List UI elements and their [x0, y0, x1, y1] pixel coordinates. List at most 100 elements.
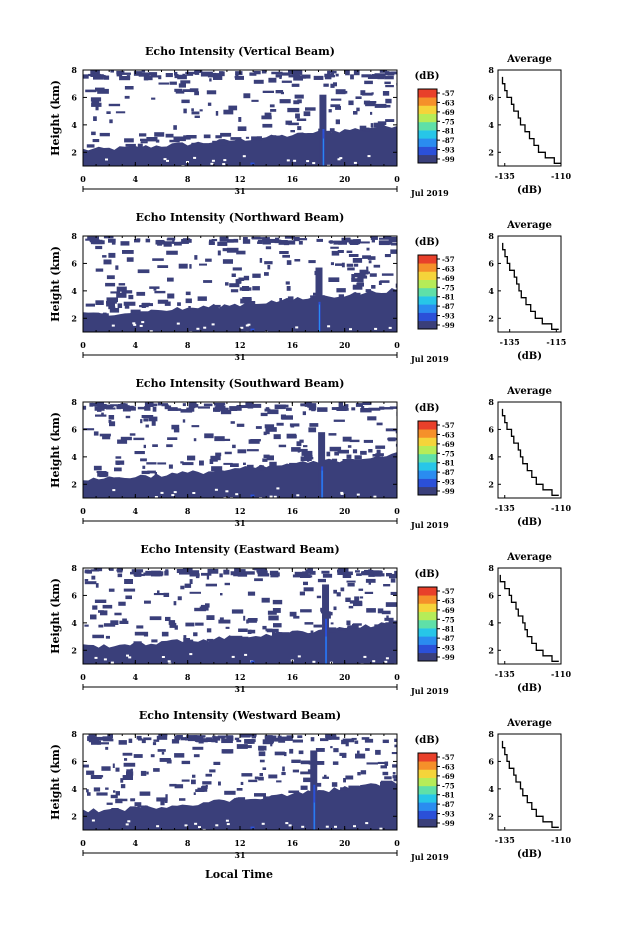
echo-cell	[91, 740, 101, 745]
echo-cell	[91, 575, 96, 580]
y-tick-label: 2	[71, 479, 77, 489]
echo-cell	[150, 754, 155, 758]
echo-cell	[166, 250, 178, 255]
x-tick-label: 12	[234, 174, 245, 184]
echo-cell	[128, 294, 134, 300]
echo-cell	[325, 734, 337, 738]
gap-cell	[312, 162, 316, 165]
echo-cell	[199, 109, 203, 112]
colorbar-segment	[418, 429, 437, 438]
echo-cell	[166, 444, 173, 448]
echo-cell	[182, 238, 191, 243]
echo-cell	[130, 571, 142, 575]
colorbar-label: -99	[442, 487, 455, 496]
gap-cell	[202, 828, 206, 830]
echo-cell	[200, 604, 208, 608]
echo-cell	[133, 641, 142, 644]
echo-cell	[140, 419, 143, 424]
echo-cell	[308, 260, 316, 264]
echo-cell	[125, 595, 132, 600]
echo-cell	[126, 75, 131, 80]
echo-cell	[356, 107, 360, 112]
echo-cell	[115, 460, 125, 465]
echo-cell	[213, 761, 221, 765]
echo-cell	[262, 625, 267, 630]
colorbar-segment	[418, 320, 437, 330]
gap-cell	[111, 324, 115, 327]
echo-cell	[110, 291, 121, 294]
echo-cell	[267, 409, 279, 415]
echo-cell	[214, 402, 226, 406]
echo-cell	[106, 407, 116, 410]
echo-cell	[236, 636, 249, 640]
echo-cell	[272, 631, 276, 637]
echo-cell	[106, 301, 117, 304]
gap-cell	[367, 155, 371, 158]
average-x-tick-label: -135	[495, 171, 515, 181]
echo-cell	[174, 71, 178, 76]
colorbar-segment	[418, 437, 437, 446]
x-tick-label: 8	[185, 506, 191, 516]
echo-cell	[203, 134, 211, 139]
echo-cell	[180, 737, 189, 741]
colorbar-label: -63	[442, 762, 455, 771]
y-tick-label: 8	[71, 729, 77, 739]
x-tick-label: 20	[339, 838, 351, 848]
echo-cell	[254, 793, 266, 797]
echo-cell	[93, 787, 101, 792]
echo-cell	[300, 456, 312, 461]
colorbar-segment	[418, 777, 437, 787]
echo-cell	[186, 135, 197, 139]
echo-cell	[95, 583, 99, 588]
colorbar-segment	[418, 478, 437, 488]
colorbar-segment	[418, 287, 437, 297]
echo-cell	[223, 750, 232, 754]
echo-cell	[218, 735, 225, 739]
echo-cell	[253, 70, 261, 75]
echo-cell	[286, 735, 294, 738]
echo-cell	[270, 135, 277, 138]
echo-cell	[293, 100, 300, 105]
echo-cell	[262, 239, 271, 245]
gap-cell	[128, 656, 132, 659]
echo-cell	[333, 82, 337, 87]
echo-cell	[361, 405, 365, 411]
echo-cell	[114, 467, 122, 472]
echo-cell	[109, 119, 113, 124]
x-tick-label: 8	[185, 838, 191, 848]
echo-cell	[174, 784, 184, 789]
echo-cell	[237, 797, 246, 802]
gap-cell	[235, 493, 239, 496]
echo-cell	[303, 111, 311, 117]
colorbar-segment	[418, 279, 437, 289]
average-profile-line	[499, 574, 559, 662]
echo-cell	[218, 781, 221, 786]
echo-cell	[338, 402, 344, 406]
echo-cell	[92, 605, 98, 610]
echo-cell	[330, 104, 341, 108]
echo-cell	[321, 570, 330, 574]
echo-cell	[83, 764, 89, 768]
colorbar-segment	[418, 486, 437, 496]
echo-cell	[368, 407, 381, 411]
echo-cell	[92, 139, 100, 143]
colorbar-segment	[418, 603, 437, 612]
gap-cell	[356, 493, 360, 496]
echo-cell	[361, 737, 370, 740]
echo-cell	[249, 629, 256, 634]
echo-cell	[151, 97, 156, 100]
echo-cell	[221, 237, 229, 242]
echo-cell	[131, 569, 144, 573]
echo-cell	[108, 415, 115, 420]
echo-cell	[244, 739, 255, 744]
gap-cell	[365, 822, 369, 825]
echo-cell	[236, 405, 249, 409]
echo-spot	[250, 494, 255, 497]
echo-cell	[189, 579, 193, 584]
echo-cell	[324, 627, 337, 633]
echo-cell	[348, 785, 360, 790]
echo-cell	[243, 93, 251, 99]
echo-cell	[354, 272, 366, 278]
echo-cell	[227, 239, 234, 243]
colorbar-label: -75	[442, 781, 455, 790]
